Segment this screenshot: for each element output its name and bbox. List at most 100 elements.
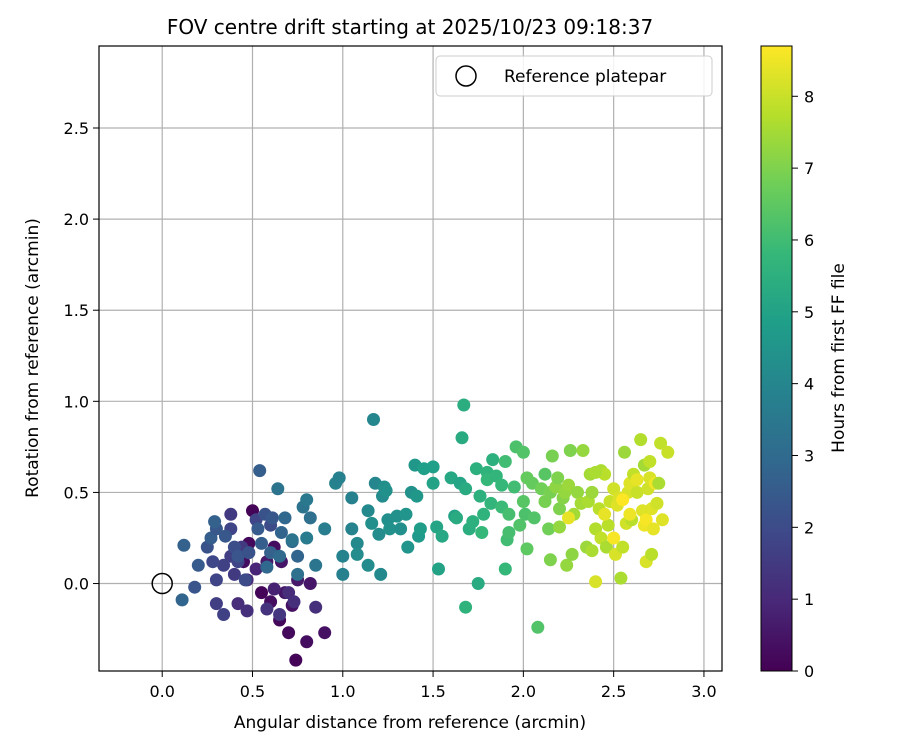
x-tick-label: 1.0 bbox=[330, 682, 355, 701]
chart-title: FOV centre drift starting at 2025/10/23 … bbox=[167, 15, 653, 39]
legend-marker-icon bbox=[455, 65, 477, 87]
data-point bbox=[249, 562, 263, 576]
data-point bbox=[471, 577, 485, 590]
data-point bbox=[410, 489, 424, 503]
data-point bbox=[224, 507, 238, 521]
data-point bbox=[367, 413, 380, 426]
data-point bbox=[231, 597, 245, 611]
data-point bbox=[475, 526, 489, 539]
data-point bbox=[516, 445, 530, 459]
data-point bbox=[639, 513, 653, 527]
data-point bbox=[177, 538, 191, 552]
data-point bbox=[630, 473, 644, 487]
y-tick-label: 1.0 bbox=[64, 392, 89, 411]
data-point bbox=[309, 600, 323, 614]
data-point bbox=[318, 522, 332, 536]
data-point bbox=[516, 495, 530, 508]
data-point bbox=[565, 547, 579, 561]
data-point bbox=[450, 511, 463, 525]
data-point bbox=[300, 531, 314, 545]
x-tick-label: 0.0 bbox=[149, 682, 174, 701]
legend: Reference platepar bbox=[435, 55, 713, 97]
colorbar-tick-label: 7 bbox=[804, 159, 814, 178]
data-point bbox=[553, 502, 566, 516]
data-point bbox=[630, 485, 644, 499]
data-point bbox=[413, 522, 427, 536]
data-point bbox=[271, 482, 285, 496]
x-axis-label: Angular distance from reference (arcmin) bbox=[234, 713, 586, 733]
data-point bbox=[336, 567, 350, 581]
data-point bbox=[562, 511, 575, 525]
data-point bbox=[473, 489, 487, 503]
colorbar-tick-label: 0 bbox=[804, 662, 814, 681]
colorbar-tick-label: 8 bbox=[804, 87, 814, 106]
x-tick-label: 3.0 bbox=[691, 682, 716, 701]
data-point bbox=[175, 593, 189, 607]
plot-frame bbox=[98, 45, 723, 672]
data-point bbox=[426, 460, 440, 474]
colorbar-ticks: 0 1 2 3 4 5 6 7 8 bbox=[792, 87, 814, 681]
data-point bbox=[655, 513, 669, 527]
data-point bbox=[520, 542, 534, 556]
data-point bbox=[562, 478, 575, 492]
data-point bbox=[206, 555, 220, 569]
data-point bbox=[336, 549, 350, 563]
data-point bbox=[274, 526, 288, 539]
data-point bbox=[291, 549, 305, 563]
data-point bbox=[188, 580, 202, 594]
y-axis-label: Rotation from reference (arcmin) bbox=[23, 218, 43, 498]
reference-point-marker bbox=[151, 572, 173, 595]
data-point bbox=[240, 604, 254, 618]
data-point bbox=[607, 531, 621, 545]
data-point bbox=[332, 471, 346, 485]
data-point bbox=[634, 433, 648, 447]
data-point bbox=[242, 546, 256, 560]
data-point bbox=[652, 476, 666, 490]
data-point bbox=[616, 540, 630, 554]
grid bbox=[99, 46, 722, 671]
data-point bbox=[218, 529, 232, 543]
data-point bbox=[267, 582, 281, 596]
colorbar bbox=[760, 45, 793, 672]
data-point bbox=[551, 471, 565, 485]
data-point bbox=[614, 571, 628, 585]
data-point bbox=[601, 518, 615, 532]
data-point bbox=[285, 533, 299, 547]
data-point bbox=[255, 536, 268, 550]
data-point bbox=[599, 540, 613, 554]
data-point bbox=[650, 496, 664, 510]
data-point bbox=[477, 507, 491, 521]
data-point bbox=[585, 544, 599, 558]
data-point bbox=[260, 602, 274, 616]
data-point bbox=[282, 626, 296, 640]
data-point bbox=[507, 480, 521, 494]
data-point bbox=[502, 526, 516, 539]
data-point bbox=[623, 507, 637, 521]
x-axis-ticks: 0.0 0.5 1.0 1.5 2.0 2.5 3.0 bbox=[149, 671, 717, 701]
y-tick-label: 0.0 bbox=[64, 575, 89, 594]
data-point bbox=[646, 522, 660, 536]
data-point bbox=[576, 444, 590, 457]
data-point bbox=[432, 562, 445, 576]
data-point bbox=[300, 493, 314, 507]
data-point bbox=[486, 453, 500, 467]
data-point bbox=[459, 600, 473, 614]
data-point bbox=[598, 507, 612, 521]
data-point bbox=[545, 449, 559, 463]
y-tick-label: 2.0 bbox=[64, 210, 89, 229]
data-point bbox=[217, 608, 231, 621]
y-tick-label: 1.5 bbox=[64, 301, 89, 320]
data-point bbox=[435, 529, 449, 543]
data-point bbox=[527, 511, 541, 525]
data-point bbox=[209, 573, 223, 587]
data-point bbox=[498, 455, 512, 468]
data-point bbox=[401, 540, 415, 554]
data-point bbox=[273, 608, 287, 621]
data-point bbox=[643, 455, 657, 468]
data-point bbox=[585, 485, 599, 499]
data-point bbox=[502, 507, 516, 521]
data-point bbox=[191, 558, 205, 572]
data-point bbox=[287, 595, 301, 609]
data-point bbox=[265, 511, 279, 525]
